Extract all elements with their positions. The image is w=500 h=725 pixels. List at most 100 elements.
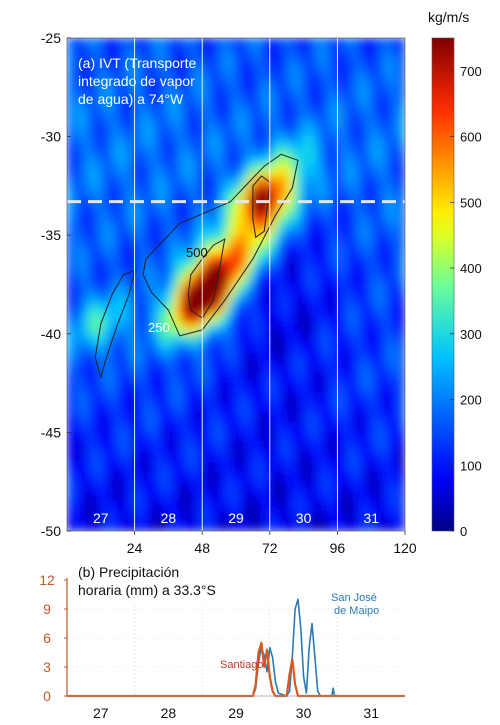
ivt-cell (117, 382, 124, 394)
panel-b-day-label: 29 (228, 705, 244, 721)
ivt-cell (263, 185, 271, 197)
ivt-cell (145, 481, 152, 493)
ivt-cell (162, 510, 169, 522)
ivt-cell (111, 481, 119, 493)
ivt-cell (320, 343, 327, 355)
ivt-cell (342, 333, 350, 345)
ivt-cell (139, 264, 147, 276)
ivt-cell (167, 323, 175, 335)
ivt-cell (190, 47, 198, 59)
ivt-cell (151, 155, 158, 167)
ivt-cell (353, 185, 361, 197)
ivt-cell (376, 116, 383, 128)
ivt-cell (72, 185, 79, 197)
ivt-cell (201, 47, 209, 59)
ivt-cell (83, 165, 91, 177)
ivt-cell (291, 96, 299, 108)
ivt-cell (173, 392, 181, 404)
ivt-cell (246, 353, 254, 364)
panel-b-y-tick-label: 9 (43, 601, 51, 617)
ivt-cell (331, 244, 338, 256)
ivt-cell (398, 126, 405, 138)
ivt-cell (387, 155, 395, 167)
ivt-cell (263, 372, 271, 384)
ivt-cell (269, 323, 276, 335)
ivt-cell (342, 382, 350, 394)
ivt-cell (105, 155, 113, 167)
ivt-cell (167, 362, 175, 374)
ivt-cell (179, 293, 186, 305)
ivt-cell (117, 205, 124, 216)
ivt-cell (145, 323, 152, 335)
ivt-cell (297, 145, 305, 157)
ivt-cell (342, 481, 350, 493)
ivt-cell (224, 155, 231, 167)
ivt-cell (274, 234, 282, 246)
ivt-cell (365, 461, 372, 473)
ivt-cell (72, 313, 79, 325)
ivt-cell (252, 382, 260, 394)
ivt-cell (359, 500, 367, 512)
ivt-cell (134, 145, 141, 157)
ivt-cell (190, 510, 198, 522)
ivt-cell (100, 451, 107, 463)
ivt-cell (331, 313, 338, 325)
ivt-cell (122, 431, 130, 443)
ivt-cell (105, 402, 113, 414)
ivt-cell (393, 284, 400, 295)
ivt-cell (190, 431, 198, 443)
ivt-cell (365, 145, 372, 157)
ivt-cell (246, 323, 254, 335)
ivt-cell (331, 57, 338, 69)
ivt-cell (353, 214, 361, 226)
ivt-cell (184, 254, 192, 266)
ivt-cell (151, 224, 158, 236)
ivt-cell (167, 491, 175, 502)
ivt-cell (246, 67, 254, 78)
ivt-cell (134, 96, 141, 108)
ivt-cell (381, 47, 389, 59)
ivt-cell (105, 165, 113, 177)
ivt-cell (162, 402, 169, 414)
ivt-cell (207, 96, 214, 108)
ivt-cell (134, 76, 141, 88)
ivt-cell (207, 431, 214, 443)
ivt-cell (246, 126, 254, 138)
ivt-cell (156, 136, 164, 147)
ivt-cell (376, 353, 383, 364)
ivt-cell (398, 372, 405, 384)
ivt-cell (348, 422, 355, 433)
ivt-cell (320, 303, 327, 315)
ivt-cell (162, 520, 169, 531)
ivt-cell (162, 274, 169, 285)
ivt-cell (167, 175, 175, 187)
ivt-cell (314, 451, 321, 463)
ivt-cell (393, 303, 400, 315)
ivt-cell (162, 481, 169, 493)
ivt-cell (201, 362, 209, 374)
day-boundary-lines (134, 38, 338, 531)
ivt-cell (207, 234, 214, 246)
ivt-cell (393, 205, 400, 216)
ivt-cell (263, 461, 271, 473)
ivt-cell (286, 343, 293, 355)
ivt-cell (303, 333, 310, 345)
ivt-cell (229, 254, 237, 266)
ivt-cell (387, 224, 395, 236)
ivt-cell (331, 353, 338, 364)
ivt-cell (291, 303, 299, 315)
ivt-cell (72, 254, 79, 266)
ivt-cell (111, 274, 119, 285)
ivt-cell (353, 402, 361, 414)
ivt-cell (105, 303, 113, 315)
ivt-cell (156, 214, 164, 226)
ivt-cell (370, 500, 378, 512)
ivt-cell (162, 185, 169, 197)
ivt-cell (320, 520, 327, 531)
ivt-cell (291, 500, 299, 512)
ivt-cell (167, 313, 175, 325)
ivt-cell (105, 382, 113, 394)
ivt-cell (156, 165, 164, 177)
ivt-cell (151, 313, 158, 325)
ivt-cell (224, 86, 231, 98)
